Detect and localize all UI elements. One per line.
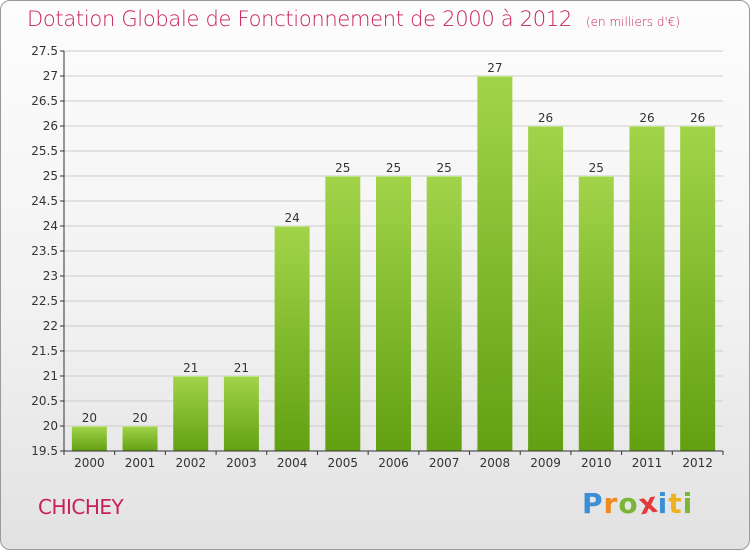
data-label: 25	[386, 161, 401, 175]
x-tick-label: 2003	[226, 456, 257, 470]
data-label: 20	[82, 411, 97, 425]
bar	[376, 176, 411, 451]
bar	[680, 126, 716, 451]
y-tick-label: 23	[43, 269, 58, 283]
x-tick-label: 2009	[530, 456, 561, 470]
data-label: 26	[538, 111, 553, 125]
x-tick-label: 2012	[682, 456, 713, 470]
logo-letter: i	[657, 487, 669, 520]
data-label: 21	[183, 361, 198, 375]
data-label: 20	[132, 411, 147, 425]
data-label: 27	[487, 61, 502, 75]
bar	[173, 376, 209, 451]
bar	[528, 126, 564, 451]
y-tick-label: 26	[43, 119, 58, 133]
x-tick-label: 2002	[175, 456, 206, 470]
y-tick-label: 26.5	[31, 94, 58, 108]
commune-name: CHICHEY	[38, 495, 124, 519]
bar	[477, 76, 513, 451]
y-tick-label: 24.5	[31, 194, 58, 208]
logo-letter: r	[603, 487, 619, 520]
y-tick-label: 24	[43, 219, 58, 233]
proxiti-logo: Proxiti	[582, 486, 694, 522]
bar	[578, 176, 614, 451]
axes	[60, 50, 724, 455]
y-tick-label: 27.5	[31, 44, 58, 58]
logo-letter: o	[618, 487, 639, 520]
x-tick-label: 2008	[480, 456, 511, 470]
x-tick-label: 2007	[429, 456, 460, 470]
chart-title-text: Dotation Globale de Fonctionnement de 20…	[27, 7, 572, 31]
x-tick-label: 2011	[632, 456, 663, 470]
data-label: 25	[589, 161, 604, 175]
x-tick-label: 2001	[125, 456, 156, 470]
data-label: 25	[335, 161, 350, 175]
bars	[71, 76, 716, 451]
y-tick-label: 22.5	[31, 294, 58, 308]
logo-letter: i	[682, 487, 694, 520]
data-label: 26	[639, 111, 654, 125]
x-tick-label: 2004	[277, 456, 308, 470]
x-tick-label: 2010	[581, 456, 612, 470]
y-tick-label: 25	[43, 169, 58, 183]
unit-note: (en milliers d'€)	[585, 15, 681, 29]
bar	[325, 176, 361, 451]
bar	[71, 426, 107, 451]
y-tick-label: 27	[43, 69, 58, 83]
y-tick-label: 20	[43, 419, 58, 433]
data-label: 25	[437, 161, 452, 175]
y-tick-label: 19.5	[31, 444, 58, 458]
logo-letter: P	[582, 487, 604, 520]
y-tick-label: 21.5	[31, 344, 58, 358]
chart-title: Dotation Globale de Fonctionnement de 20…	[27, 7, 680, 31]
bar	[629, 126, 665, 451]
data-label: 24	[284, 211, 299, 225]
y-tick-label: 20.5	[31, 394, 58, 408]
x-tick-label: 2006	[378, 456, 409, 470]
labels: 19.5 20 20.5 21 21.5 22 22.5 23 23.5 24 24.5 25 25.5…	[31, 44, 713, 470]
bar	[223, 376, 259, 451]
y-tick-label: 21	[43, 369, 58, 383]
data-label: 26	[690, 111, 705, 125]
bar	[426, 176, 462, 451]
y-tick-label: 22	[43, 319, 58, 333]
y-tick-label: 23.5	[31, 244, 58, 258]
data-label: 21	[234, 361, 249, 375]
bar	[122, 426, 158, 451]
logo-letter: t	[668, 487, 683, 520]
bar	[274, 226, 310, 451]
x-tick-label: 2000	[74, 456, 105, 470]
y-tick-label: 25.5	[31, 144, 58, 158]
x-tick-label: 2005	[328, 456, 359, 470]
